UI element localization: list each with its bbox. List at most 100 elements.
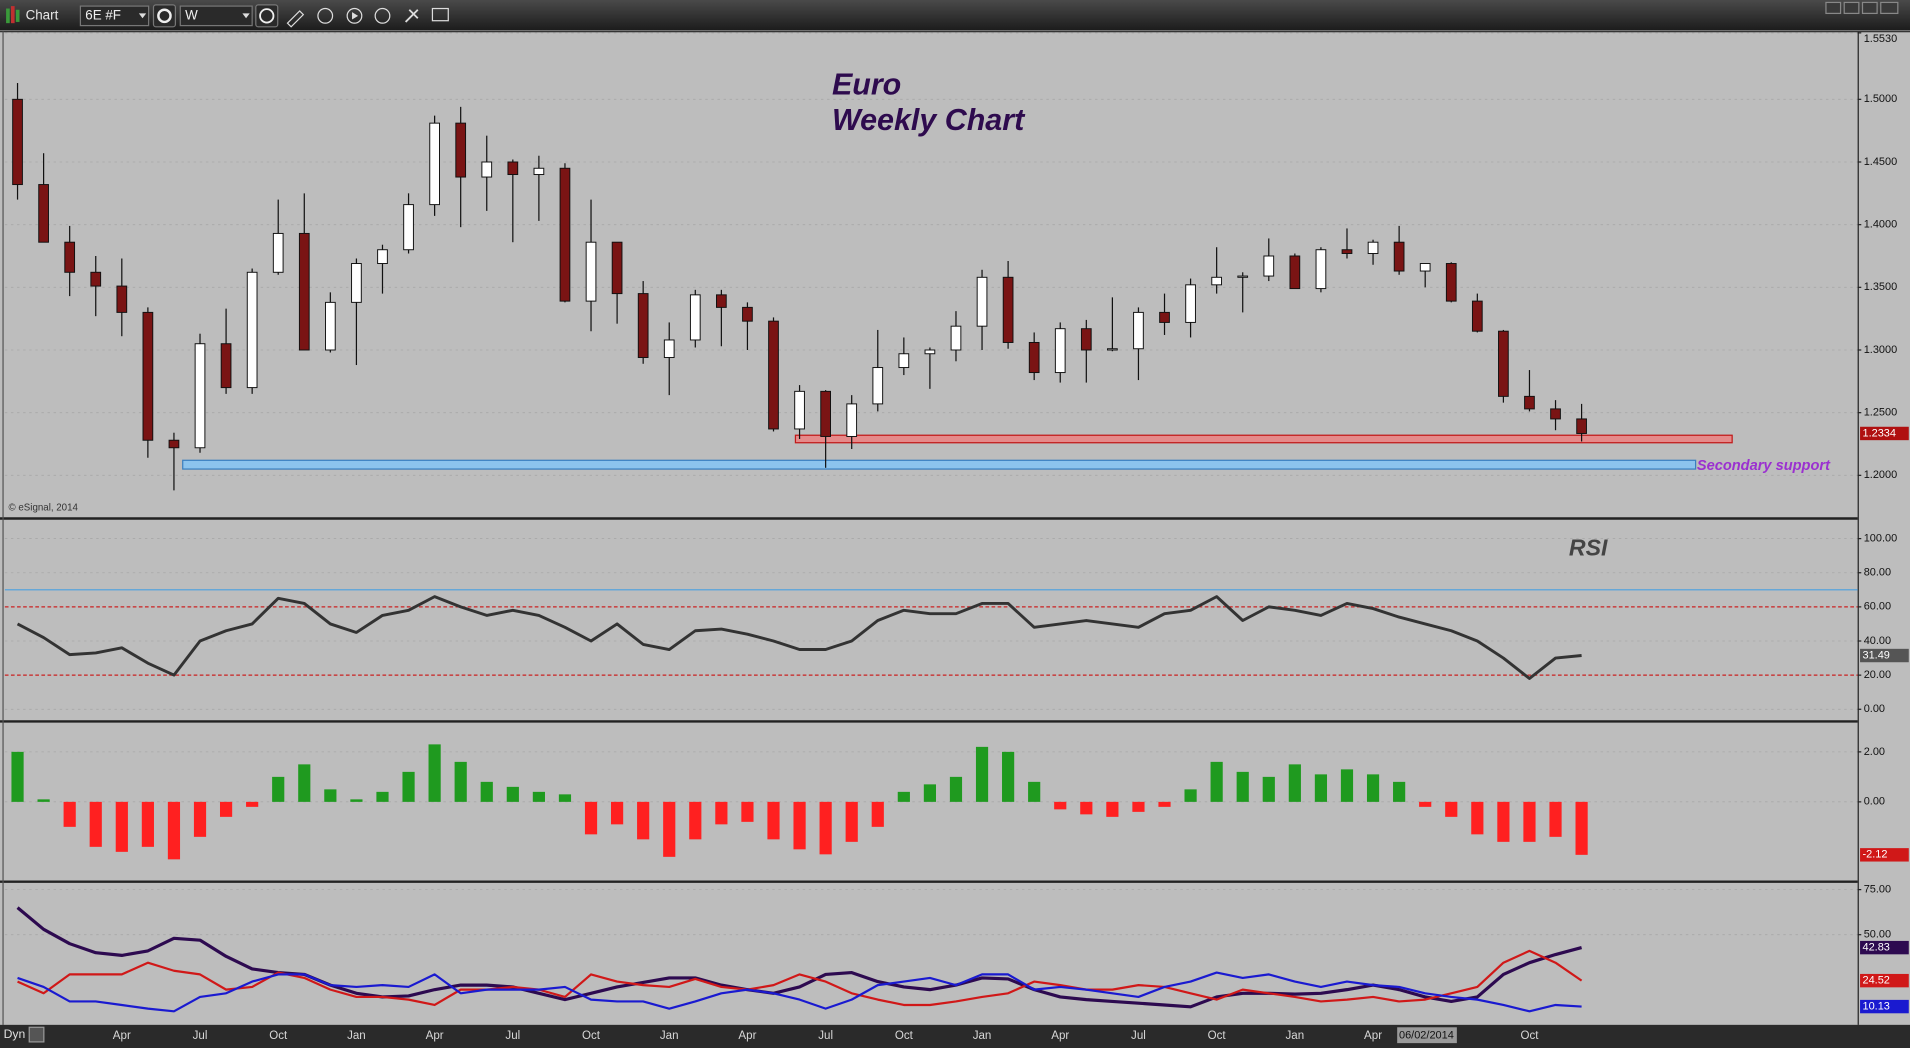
x-tick-label: Jul	[1131, 1030, 1146, 1042]
histogram-bar	[454, 761, 467, 802]
histogram-bar	[1340, 769, 1354, 802]
candle-body	[1419, 263, 1431, 272]
comment-button[interactable]	[431, 7, 449, 22]
x-tick-label: Apr	[113, 1030, 131, 1042]
histogram-bar	[871, 801, 884, 827]
histogram-bar	[584, 801, 598, 835]
candle-body	[1341, 249, 1353, 254]
last-value-badge	[1860, 940, 1909, 955]
interval-box[interactable]	[179, 5, 253, 27]
y-tick-label: 2.00	[1864, 746, 1885, 758]
dropdown-arrow	[138, 13, 147, 19]
credit: © eSignal, 2014	[9, 503, 79, 514]
chart-icon	[15, 9, 20, 22]
histogram-bar	[819, 801, 832, 855]
chart-icon	[10, 6, 15, 24]
histogram-bar	[350, 799, 363, 802]
pencil-button[interactable]	[286, 10, 305, 28]
play-button[interactable]	[346, 7, 363, 24]
histogram-bar	[506, 786, 519, 802]
candle-body	[716, 294, 727, 308]
cursor-button[interactable]	[317, 7, 334, 24]
histogram-bar	[1393, 781, 1406, 802]
data-line	[16, 595, 1582, 680]
histogram-bar	[741, 801, 754, 822]
refresh-button[interactable]	[374, 7, 391, 24]
settings-button[interactable]	[152, 4, 177, 28]
x-tick-label: Oct	[269, 1030, 288, 1042]
histogram-bar	[1028, 781, 1041, 802]
y-tick-label: 1.5530	[1864, 33, 1898, 45]
candle-body	[898, 353, 910, 369]
histogram-bar	[428, 744, 441, 802]
candle-body	[90, 271, 102, 287]
interval[interactable]: W	[185, 7, 198, 22]
histogram-bar	[1471, 801, 1484, 835]
last-value-label: -2.12	[1862, 849, 1887, 861]
window-restore[interactable]	[1825, 1, 1842, 15]
histogram-bar	[1575, 801, 1588, 855]
candle-body	[1315, 249, 1327, 290]
candle-body	[116, 285, 128, 313]
candle-body	[142, 311, 154, 441]
candle-body	[481, 161, 493, 178]
last-value-label: 42.83	[1862, 942, 1889, 954]
histogram-bar	[167, 801, 181, 860]
support-band	[182, 459, 1697, 470]
candle-body	[924, 349, 936, 355]
histogram-bar	[1366, 774, 1380, 802]
mode-label[interactable]: Dyn	[4, 1027, 26, 1041]
window-minimize[interactable]	[1843, 1, 1860, 15]
histogram-bar	[480, 781, 493, 802]
histogram-bar	[1106, 801, 1119, 817]
toolbar	[0, 0, 1910, 31]
histogram-bar	[1236, 771, 1249, 802]
mode-button[interactable]	[28, 1026, 45, 1043]
histogram-bar	[1210, 761, 1223, 802]
histogram-bar	[611, 801, 624, 825]
x-tick-label: Jan	[660, 1030, 679, 1042]
symbol[interactable]: 6E #F	[85, 7, 121, 22]
candle-body	[1445, 263, 1457, 302]
candle-body	[272, 232, 284, 273]
symbol-box[interactable]	[79, 5, 150, 27]
window-close[interactable]	[1880, 1, 1899, 15]
histogram-bar	[1288, 764, 1301, 802]
candle-body	[742, 306, 753, 322]
x-tick-label: Apr	[426, 1030, 444, 1042]
last-value-label: 10.13	[1862, 1000, 1889, 1012]
candle-body	[689, 294, 701, 341]
candle-body	[1159, 311, 1170, 323]
last-value-label: 1.2334	[1862, 427, 1896, 439]
gear-icon	[157, 8, 172, 24]
x-tick-label: Apr	[1051, 1030, 1069, 1042]
histogram-bar	[246, 801, 259, 807]
histogram-bar	[1080, 801, 1093, 815]
histogram-bar	[1314, 774, 1328, 802]
candle-body	[611, 241, 623, 295]
y-tick-label: 50.00	[1864, 929, 1891, 941]
y-tick-label: 1.4500	[1864, 156, 1898, 168]
x-tick-label: Apr	[738, 1030, 756, 1042]
histogram-bar	[1262, 776, 1275, 802]
y-tick-label: 40.00	[1864, 635, 1891, 647]
histogram-bar	[532, 791, 545, 802]
candle-body	[429, 122, 440, 206]
candle-body	[377, 249, 388, 265]
candle-body	[1367, 241, 1379, 254]
time-button[interactable]	[255, 4, 279, 28]
candle-body	[1263, 255, 1275, 277]
tool-button[interactable]	[404, 9, 419, 23]
x-tick-label: Jul	[193, 1030, 208, 1042]
plot-area: 1.2000 1.2500 1.3000 1.3500 1.4000 1.4500 1.50…	[4, 32, 1909, 1042]
candle-body	[351, 263, 362, 303]
y-tick-label: 1.2500	[1864, 407, 1898, 419]
candle-body	[1080, 328, 1092, 351]
window-maximize[interactable]	[1861, 1, 1878, 15]
last-value-badge	[1860, 973, 1909, 988]
histogram-bar	[402, 771, 415, 802]
candle-body	[1393, 241, 1405, 272]
histogram-bar	[115, 801, 128, 852]
y-tick-label: 75.00	[1864, 884, 1891, 896]
